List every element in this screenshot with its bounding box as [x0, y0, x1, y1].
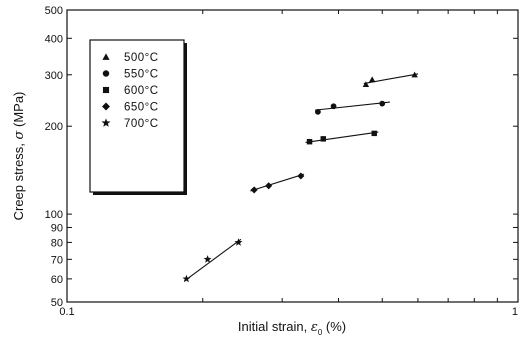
data-point: [315, 108, 321, 115]
y-tick-label: 50: [51, 297, 63, 309]
data-point: [411, 71, 418, 78]
legend-label: 600°C: [124, 85, 159, 97]
x-axis-ticks: 0.1 1: [59, 10, 519, 318]
legend-shadow-bottom: [93, 192, 187, 195]
y-tick-label: 70: [51, 254, 63, 266]
legend-marker: [102, 70, 110, 77]
fit-line: [305, 131, 379, 143]
data-point: [379, 100, 386, 107]
data-point: [320, 136, 326, 142]
x-tick-label: 1: [512, 306, 518, 318]
y-tick-label: 200: [45, 121, 63, 133]
legend-marker: [102, 102, 110, 111]
fit-line: [183, 238, 242, 282]
legend-label: 700°C: [124, 118, 159, 130]
plot-frame: [66, 9, 519, 303]
data-point: [371, 130, 377, 137]
legend-label: 550°C: [124, 69, 159, 81]
data-point: [265, 182, 273, 190]
y-tick-label: 400: [45, 33, 63, 45]
data-point: [182, 274, 191, 283]
legend-label: 500°C: [124, 52, 159, 64]
data-markers: [182, 71, 418, 283]
x-tick-label: 0.1: [59, 306, 74, 318]
data-point: [362, 81, 370, 87]
y-tick-label: 500: [45, 5, 63, 17]
fit-line: [250, 173, 304, 192]
data-point: [306, 138, 313, 145]
data-point: [203, 255, 212, 263]
y-tick-label: 300: [45, 70, 63, 82]
y-tick-label: 80: [51, 237, 63, 249]
legend: 500°C 550°C 600°C 650°C 700°C: [89, 39, 187, 195]
legend-marker: [102, 53, 110, 60]
y-tick-label: 100: [45, 209, 63, 221]
x-axis-label: Initial strain, ε0 (%): [238, 319, 346, 337]
legend-marker: [101, 118, 111, 127]
y-axis-label: Creep stress, σ (MPa): [11, 92, 27, 221]
data-point: [297, 172, 305, 180]
data-point: [368, 76, 376, 83]
data-point: [234, 238, 243, 246]
data-point: [330, 103, 337, 110]
legend-shadow-right: [184, 43, 187, 195]
legend-marker: [102, 86, 110, 94]
y-tick-label: 60: [51, 274, 63, 286]
legend-box: [89, 39, 185, 193]
fit-line: [315, 101, 390, 111]
y-tick-label: 90: [51, 222, 63, 234]
legend-label: 650°C: [124, 102, 159, 114]
data-point: [250, 186, 258, 194]
